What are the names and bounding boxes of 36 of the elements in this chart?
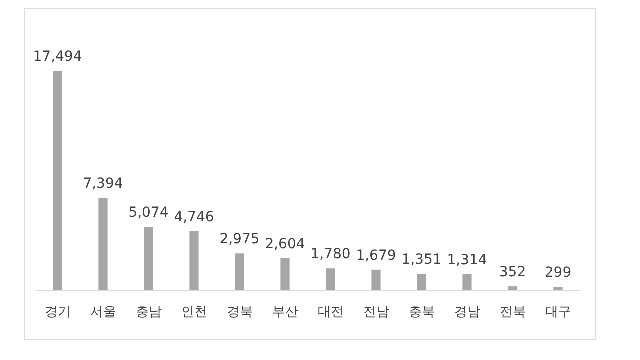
bar bbox=[462, 274, 472, 291]
x-tick-label: 충북 bbox=[408, 305, 435, 320]
bar bbox=[235, 254, 244, 291]
bar bbox=[326, 268, 336, 291]
bar bbox=[372, 270, 381, 291]
x-tick-label: 전북 bbox=[500, 305, 526, 320]
bar bbox=[280, 258, 290, 291]
data-label: 352 bbox=[499, 264, 526, 281]
data-label: 1,351 bbox=[402, 252, 442, 268]
data-label: 2,975 bbox=[220, 232, 260, 248]
x-tick-label: 서울 bbox=[90, 305, 116, 320]
data-label: 1,780 bbox=[310, 246, 351, 263]
x-tick-label: 인천 bbox=[181, 305, 208, 320]
x-tick-label: 경기 bbox=[44, 305, 71, 320]
data-label: 1,314 bbox=[447, 252, 488, 268]
bar bbox=[508, 286, 518, 291]
bar bbox=[98, 198, 108, 291]
data-label: 17,494 bbox=[33, 49, 82, 65]
bar bbox=[417, 274, 426, 291]
data-label: 7,394 bbox=[83, 176, 124, 192]
x-tick-label: 대구 bbox=[545, 305, 572, 320]
x-tick-label: 충남 bbox=[136, 305, 162, 320]
x-tick-label: 대전 bbox=[318, 305, 344, 320]
data-label: 4,746 bbox=[174, 209, 214, 226]
data-label: 299 bbox=[544, 265, 572, 282]
data-label: 1,679 bbox=[356, 248, 396, 264]
x-tick-label: 전남 bbox=[363, 305, 390, 320]
bar bbox=[53, 71, 62, 291]
x-tick-label: 경북 bbox=[226, 305, 253, 320]
bar bbox=[144, 227, 154, 291]
data-label: 2,604 bbox=[265, 236, 306, 252]
x-tick-label: 경남 bbox=[454, 305, 480, 320]
data-label: 5,074 bbox=[128, 205, 169, 222]
bar bbox=[190, 231, 199, 291]
bar bbox=[554, 287, 563, 291]
x-tick-label: 부산 bbox=[272, 305, 298, 320]
